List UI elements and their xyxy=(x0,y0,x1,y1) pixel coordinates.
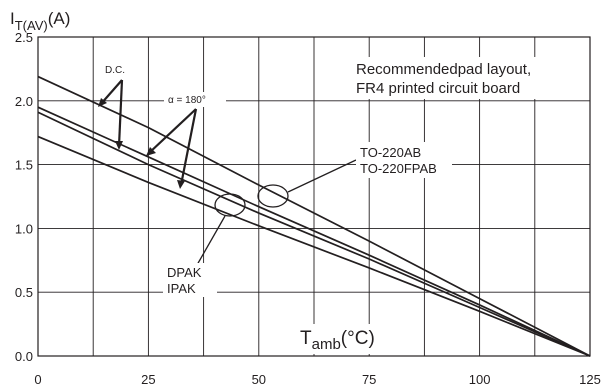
curves xyxy=(37,75,591,357)
x-tick-label: 125 xyxy=(579,372,601,387)
y-axis-title-main: I xyxy=(10,9,15,28)
series-line-4 xyxy=(37,135,591,357)
note-line1: Recommendedpad layout, xyxy=(356,61,531,78)
dpak-marker-ellipse xyxy=(214,193,246,217)
series-line-3 xyxy=(37,111,591,357)
dc-label-bg xyxy=(101,62,145,77)
to220-leader-line xyxy=(287,159,357,193)
y-tick-label: 1.0 xyxy=(15,221,33,236)
plot-frame xyxy=(37,36,591,357)
alpha-label: α = 180° xyxy=(168,95,206,106)
x-axis-title-sub: amb xyxy=(312,336,341,353)
alpha-arrow-1 xyxy=(148,108,197,154)
dpak-label-line2: IPAK xyxy=(167,281,196,296)
alpha-arrow-2 xyxy=(179,108,198,186)
x-tick-label: 50 xyxy=(252,372,266,387)
alpha-arrowhead-2 xyxy=(177,180,185,189)
grid xyxy=(37,36,591,357)
alpha-label-bg xyxy=(164,92,226,107)
dc-arrowhead-2 xyxy=(115,141,123,150)
y-tick-label: 0.0 xyxy=(15,349,33,364)
x-tick-label: 0 xyxy=(34,372,41,387)
dc-arrow-2 xyxy=(117,79,124,147)
dpak-label-bg xyxy=(163,263,217,297)
y-tick-label: 1.5 xyxy=(15,158,33,173)
to220-marker-ellipse xyxy=(257,184,289,208)
series-line-2 xyxy=(37,106,591,357)
dc-label: D.C. xyxy=(105,65,125,76)
to220-label-line2: TO-220FPAB xyxy=(360,161,437,176)
y-axis-title-sub: T(AV) xyxy=(15,18,48,33)
note-line2: FR4 printed circuit board xyxy=(356,80,520,97)
x-axis-title: Tamb(°C) xyxy=(300,328,375,353)
y-tick-label: 0.5 xyxy=(15,285,33,300)
dpak-label-line1: DPAK xyxy=(167,265,202,280)
y-tick-label: 2.5 xyxy=(15,30,33,45)
y-axis-title-unit: (A) xyxy=(48,9,71,28)
alpha-arrowhead-1 xyxy=(146,147,156,156)
y-tick-label: 2.0 xyxy=(15,94,33,109)
x-tick-label: 75 xyxy=(362,372,376,387)
dc-arrowhead-1 xyxy=(98,98,107,107)
to220-label-line1: TO-220AB xyxy=(360,145,421,160)
x-axis-title-bg xyxy=(292,324,400,354)
note-bg xyxy=(352,57,578,99)
to220-label-bg xyxy=(356,142,452,178)
x-tick-label: 25 xyxy=(141,372,155,387)
x-tick-label: 100 xyxy=(469,372,491,387)
series-line-1 xyxy=(37,75,591,357)
tick-labels: 0.0 0.5 1.0 1.5 2.0 2.5 0 25 50 75 100 125 xyxy=(15,30,601,387)
dpak-leader-line xyxy=(196,215,226,266)
x-axis-title-unit: (°C) xyxy=(341,328,375,349)
y-axis-title: IT(AV)(A) xyxy=(10,9,70,33)
x-axis-title-main: T xyxy=(300,328,312,349)
